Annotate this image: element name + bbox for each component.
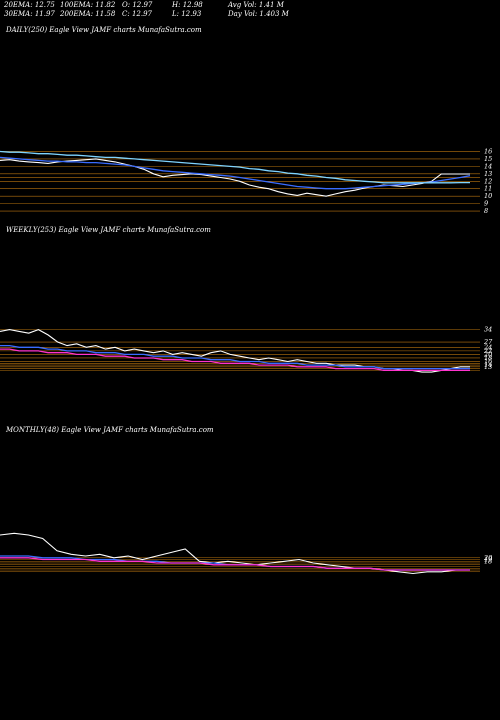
y-tick-label: 13 — [484, 363, 492, 371]
y-tick-label: 11 — [484, 185, 492, 193]
header-stat-1: 20EMA: 12.75 — [4, 1, 55, 9]
y-tick-label: 27 — [483, 338, 493, 346]
daily-panel-label: DAILY(250) Eagle View JAMF charts Munafa… — [6, 26, 202, 34]
ema-line-1 — [0, 344, 470, 370]
y-tick-label: 20 — [483, 554, 492, 562]
ema-line-2 — [0, 348, 470, 372]
y-tick-label: 24 — [483, 343, 492, 351]
y-tick-label: 16 — [484, 147, 492, 155]
header-stat-3: C: 12.97 — [122, 10, 152, 18]
price-line — [0, 532, 470, 575]
y-tick-label: 16 — [484, 358, 492, 366]
y-tick-label: 10 — [484, 192, 492, 200]
monthly-panel-label: MONTHLY(48) Eagle View JAMF charts Munaf… — [6, 426, 214, 434]
header-stat-5: Avg Vol: 1.41 M — [228, 1, 284, 9]
y-tick-label: 14 — [484, 162, 492, 170]
ema-line-2 — [0, 150, 470, 184]
y-tick-label: 18 — [484, 557, 492, 565]
header-stat-2: 100EMA: 11.82 — [60, 1, 116, 9]
y-tick-label: 12 — [484, 177, 492, 185]
header-stat-1: 30EMA: 11.97 — [4, 10, 55, 18]
ema-line-2 — [0, 557, 470, 571]
y-tick-label: 15 — [484, 155, 492, 163]
y-tick-label: 13 — [484, 170, 492, 178]
y-tick-label: 20 — [483, 350, 492, 358]
y-tick-label: 9 — [484, 200, 488, 208]
header-stat-4: H: 12.98 — [172, 1, 203, 9]
header-stat-2: 200EMA: 11.58 — [60, 10, 116, 18]
y-tick-label: 34 — [484, 326, 492, 334]
header-stat-4: L: 12.93 — [172, 10, 202, 18]
header-stat-3: O: 12.97 — [122, 1, 153, 9]
y-tick-label: 14 — [484, 361, 492, 369]
ema-line-1 — [0, 156, 471, 190]
y-tick-label: 22 — [483, 347, 492, 355]
y-tick-label: 19 — [484, 556, 492, 564]
header-stat-5: Day Vol: 1.403 M — [228, 10, 289, 18]
y-tick-label: 18 — [484, 354, 492, 362]
weekly-panel-label: WEEKLY(253) Eagle View JAMF charts Munaf… — [6, 226, 211, 234]
y-tick-label: 8 — [484, 207, 488, 215]
